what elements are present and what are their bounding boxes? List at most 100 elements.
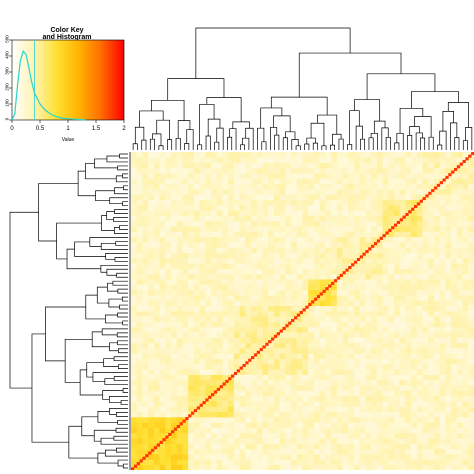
heatmap-cell	[153, 183, 160, 190]
heatmap-cell	[216, 252, 223, 259]
heatmap-cell	[211, 311, 218, 317]
heatmap-cell	[302, 279, 309, 285]
heatmap-cell	[468, 199, 474, 206]
heatmap-cell	[456, 242, 463, 248]
heatmap-cell	[239, 401, 246, 407]
heatmap-cell	[439, 401, 446, 407]
heatmap-cell	[159, 337, 166, 344]
heatmap-cell	[359, 454, 366, 460]
heatmap-cell	[376, 332, 383, 338]
heatmap-cell	[205, 226, 212, 232]
heatmap-cell	[148, 342, 155, 349]
heatmap-cell	[308, 268, 315, 275]
heatmap-cell	[211, 432, 218, 439]
heatmap-cell	[319, 183, 326, 190]
heatmap-cell	[388, 438, 395, 444]
heatmap-cell	[382, 183, 389, 190]
heatmap-cell	[382, 268, 389, 275]
row-dendrogram-branch	[109, 197, 128, 205]
column-dendrogram-branch	[156, 119, 170, 140]
heatmap-cell	[451, 199, 458, 206]
heatmap-cell	[171, 284, 178, 291]
row-dendrogram-branch	[89, 237, 128, 247]
heatmap-cell	[382, 242, 389, 248]
column-dendrogram-branch	[366, 73, 436, 100]
heatmap-cell	[319, 326, 326, 333]
heatmap-cell	[302, 205, 309, 211]
heatmap-cell	[136, 422, 143, 428]
heatmap-cell	[199, 157, 206, 163]
heatmap-cell	[291, 353, 298, 359]
heatmap-cell	[353, 252, 360, 259]
heatmap-cell	[422, 454, 429, 460]
heatmap-cell	[131, 167, 138, 174]
heatmap-cell	[279, 332, 286, 338]
heatmap-cell	[136, 348, 143, 354]
heatmap-diagonal-cell	[139, 459, 143, 463]
heatmap-cell	[428, 342, 435, 349]
heatmap-cell	[462, 242, 469, 248]
heatmap-cell	[439, 454, 446, 460]
heatmap-cell	[348, 289, 355, 296]
heatmap-cell	[268, 311, 275, 317]
heatmap-cell	[171, 279, 178, 285]
column-dendrogram-branch	[132, 143, 138, 150]
heatmap-cell	[233, 263, 240, 269]
heatmap-cell	[296, 157, 303, 163]
heatmap-cell	[468, 252, 474, 259]
heatmap-cell	[371, 194, 378, 200]
heatmap-cell	[153, 369, 160, 375]
heatmap-cell	[416, 411, 423, 418]
heatmap-cell	[251, 279, 258, 285]
heatmap-cell	[365, 417, 372, 423]
heatmap-cell	[291, 226, 298, 232]
heatmap-cell	[279, 422, 286, 428]
heatmap-cell	[262, 162, 269, 169]
heatmap-cell	[319, 379, 326, 386]
heatmap-cell	[319, 295, 326, 301]
heatmap-cell	[256, 427, 263, 434]
heatmap-cell	[199, 369, 206, 375]
heatmap-cell	[336, 401, 343, 407]
heatmap-cell	[365, 279, 372, 285]
heatmap-cell	[468, 316, 474, 322]
heatmap-cell	[382, 443, 389, 450]
row-dendrogram-branch	[107, 282, 118, 292]
heatmap-cell	[388, 157, 395, 163]
heatmap-cell	[451, 395, 458, 402]
heatmap-cell	[399, 438, 406, 444]
heatmap-cell	[399, 401, 406, 407]
heatmap-cell	[273, 247, 280, 253]
heatmap-cell	[136, 162, 143, 169]
heatmap-cell	[142, 438, 149, 444]
heatmap-cell	[136, 167, 143, 174]
heatmap-cell	[199, 162, 206, 169]
heatmap-cell	[239, 395, 246, 402]
heatmap-cell	[433, 369, 440, 375]
heatmap-cell	[393, 337, 400, 344]
heatmap-cell	[239, 305, 246, 312]
heatmap-cell	[268, 231, 275, 238]
heatmap-cell	[353, 379, 360, 386]
heatmap-cell	[331, 464, 338, 470]
heatmap-cell	[462, 316, 469, 322]
heatmap-cell	[336, 279, 343, 285]
heatmap-cell	[205, 448, 212, 455]
heatmap-cell	[142, 194, 149, 200]
heatmap-cell	[468, 459, 474, 465]
heatmap-cell	[148, 273, 155, 280]
heatmap-cell	[393, 236, 400, 243]
heatmap-cell	[393, 443, 400, 450]
heatmap-cell	[313, 173, 320, 179]
heatmap-cell	[331, 173, 338, 179]
row-dendrogram-branch	[68, 425, 98, 459]
heatmap-cell	[216, 438, 223, 444]
heatmap-cell	[302, 348, 309, 354]
heatmap-cell	[371, 401, 378, 407]
heatmap-cell	[411, 321, 418, 328]
heatmap-cell	[456, 374, 463, 381]
heatmap-cell	[428, 406, 435, 412]
heatmap-cell	[462, 231, 469, 238]
heatmap-cell	[313, 364, 320, 370]
heatmap-cell	[376, 231, 383, 238]
